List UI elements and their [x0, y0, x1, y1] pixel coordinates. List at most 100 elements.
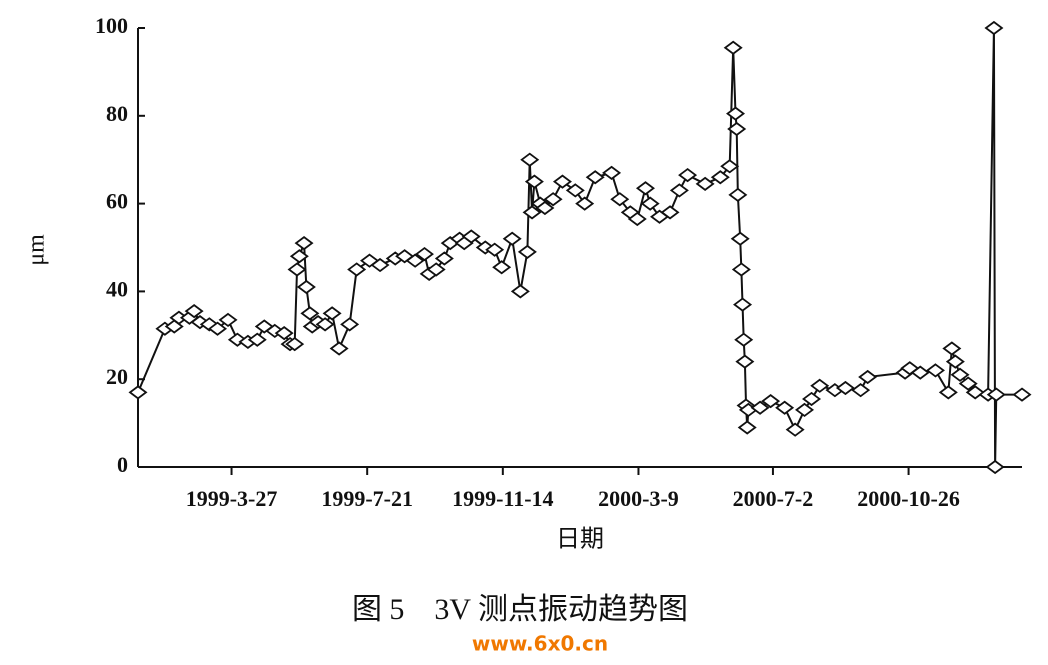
marker: [737, 420, 757, 435]
marker: [731, 262, 751, 277]
marker: [810, 378, 830, 393]
marker: [1012, 387, 1032, 402]
marker: [730, 231, 750, 246]
watermark: www.6x0.cn: [472, 632, 608, 656]
marker: [669, 183, 689, 198]
marker: [795, 402, 815, 418]
marker: [775, 400, 795, 415]
marker: [370, 257, 390, 273]
marker: [585, 170, 605, 185]
marker: [289, 249, 309, 264]
marker: [723, 40, 743, 55]
marker: [128, 385, 148, 400]
marker: [635, 181, 655, 196]
marker: [184, 304, 204, 319]
marker: [945, 354, 965, 369]
marker: [510, 284, 530, 299]
marker: [294, 235, 314, 251]
marker: [802, 391, 822, 407]
marker: [602, 165, 622, 180]
marker: [727, 121, 747, 137]
marker: [190, 315, 210, 330]
marker: [734, 332, 754, 347]
marker: [347, 262, 367, 277]
marker: [851, 383, 871, 398]
marker: [627, 211, 647, 227]
marker: [610, 192, 630, 207]
marker: [340, 317, 360, 332]
x-tick-label: 1999-3-27: [186, 486, 278, 511]
marker: [265, 323, 285, 339]
marker: [360, 253, 380, 268]
y-axis-label: μm: [24, 234, 50, 266]
marker: [247, 332, 267, 347]
marker: [710, 170, 730, 185]
marker: [227, 332, 247, 347]
x-tick-label: 1999-11-14: [452, 486, 553, 511]
data-line: [137, 27, 1022, 468]
marker: [910, 365, 930, 380]
marker: [565, 183, 585, 198]
marker: [640, 196, 660, 211]
marker: [958, 376, 978, 391]
x-tick-label: 2000-10-26: [857, 486, 960, 511]
marker: [405, 253, 425, 268]
marker: [434, 251, 454, 266]
marker: [735, 354, 755, 369]
marker: [218, 312, 238, 328]
marker: [985, 459, 1005, 475]
x-tick-label: 2000-3-9: [598, 486, 679, 511]
marker: [522, 205, 542, 220]
x-tick-label: 1999-7-21: [321, 486, 413, 511]
x-axis-label: 日期: [556, 527, 604, 553]
y-tick-label: 100: [95, 13, 128, 38]
marker: [986, 387, 1006, 402]
marker: [315, 317, 335, 332]
marker: [726, 106, 746, 121]
marker: [274, 325, 294, 341]
marker: [965, 385, 985, 400]
marker: [678, 167, 698, 183]
marker: [414, 246, 434, 262]
marker: [660, 205, 680, 220]
x-tick-label: 2000-7-2: [733, 486, 814, 511]
marker: [461, 229, 481, 244]
marker: [733, 297, 753, 312]
marker: [485, 242, 505, 257]
marker: [296, 279, 316, 295]
marker: [750, 400, 770, 415]
marker: [942, 341, 962, 356]
marker: [950, 367, 970, 382]
marker: [502, 231, 522, 246]
marker: [287, 262, 307, 277]
marker: [695, 176, 715, 191]
marker: [492, 260, 512, 275]
marker: [761, 394, 781, 409]
marker: [925, 363, 945, 378]
marker: [785, 422, 805, 437]
chart-title: 图 5 3V 测点振动趋势图: [352, 593, 688, 626]
marker: [300, 306, 320, 321]
marker: [720, 159, 740, 174]
y-tick-label: 40: [106, 276, 128, 301]
marker: [535, 200, 555, 216]
y-tick-label: 20: [106, 364, 128, 389]
marker: [164, 319, 184, 334]
marker: [543, 192, 563, 207]
marker: [520, 152, 540, 167]
marker: [984, 20, 1004, 36]
marker: [329, 341, 349, 356]
y-tick-label: 80: [106, 101, 128, 126]
marker: [938, 385, 958, 400]
y-tick-label: 0: [117, 452, 128, 477]
marker: [322, 306, 342, 321]
marker: [475, 240, 495, 255]
marker: [426, 262, 446, 277]
marker: [858, 369, 878, 385]
marker: [524, 174, 544, 189]
marker: [835, 380, 855, 396]
marker: [575, 196, 595, 211]
marker: [285, 336, 305, 352]
marker: [517, 244, 537, 260]
